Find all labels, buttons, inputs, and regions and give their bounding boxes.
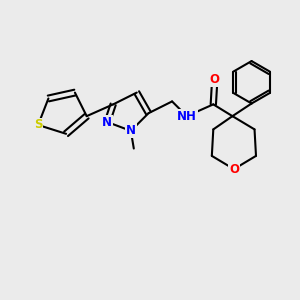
Text: N: N: [126, 124, 136, 137]
Text: NH: NH: [177, 110, 197, 123]
Text: N: N: [102, 116, 112, 128]
Text: O: O: [229, 163, 239, 176]
Text: O: O: [210, 73, 220, 86]
Text: S: S: [34, 118, 42, 131]
